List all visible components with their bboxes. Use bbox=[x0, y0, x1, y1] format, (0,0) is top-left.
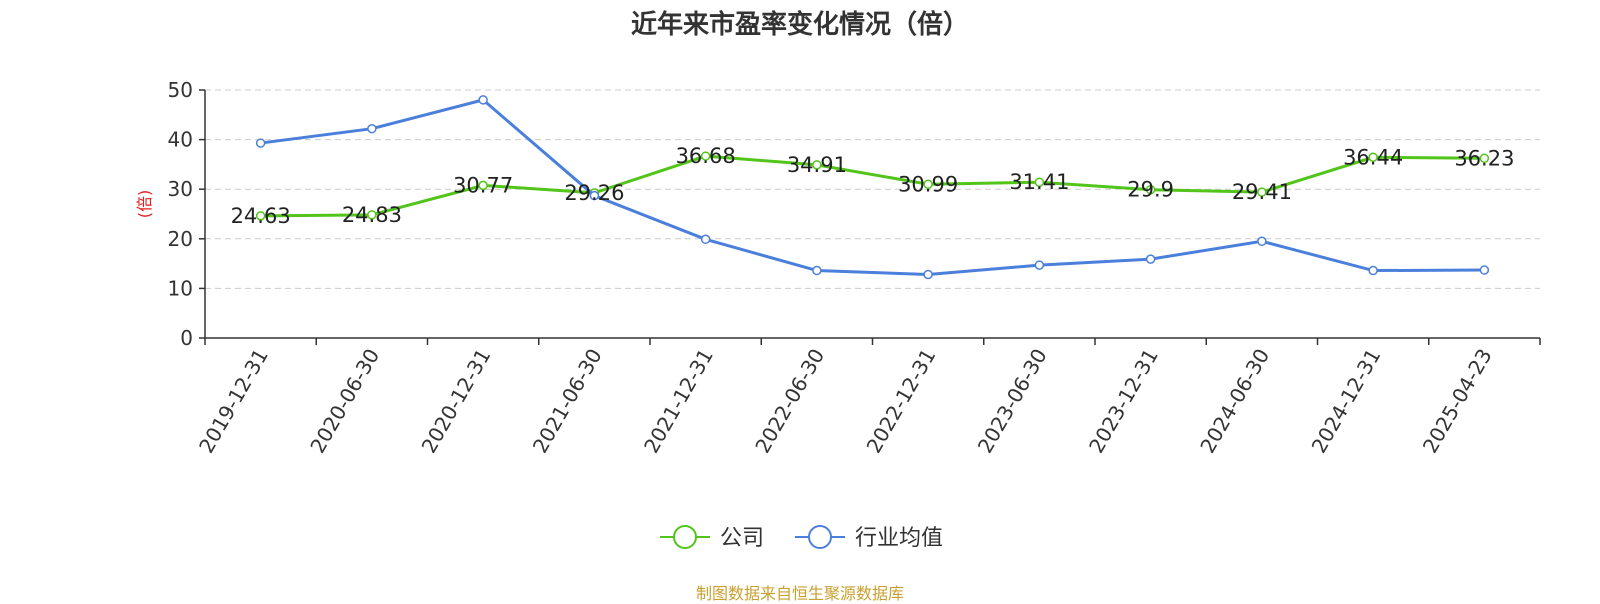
x-tick-label: 2023-12-31 bbox=[1084, 345, 1163, 458]
x-tick-label: 2020-06-30 bbox=[305, 345, 384, 458]
series-lines bbox=[255, 95, 1490, 280]
axes: 0 10 20 30 40 50 (倍) 2019-12-31 2020-06-30 2020-1… bbox=[135, 78, 1541, 458]
data-point bbox=[1368, 265, 1378, 276]
data-label: 29.41 bbox=[1232, 180, 1292, 204]
data-point bbox=[478, 95, 488, 105]
x-tick-label: 2022-12-31 bbox=[862, 345, 941, 458]
series-line-1 bbox=[260, 98, 1485, 277]
data-point bbox=[812, 265, 822, 276]
x-tick-label: 2024-12-31 bbox=[1307, 345, 1386, 458]
data-point bbox=[1479, 153, 1490, 164]
data-point bbox=[1034, 177, 1045, 187]
data-point bbox=[367, 210, 377, 220]
data-label: 34.91 bbox=[787, 153, 847, 177]
data-point bbox=[812, 160, 822, 170]
x-tick-label: 2020-12-31 bbox=[417, 345, 496, 458]
x-tick-label: 2022-06-30 bbox=[750, 345, 829, 458]
data-point bbox=[1145, 184, 1156, 195]
data-point bbox=[367, 123, 377, 134]
data-point bbox=[923, 179, 933, 190]
data-point bbox=[1257, 187, 1267, 197]
legend-label: 公司 bbox=[720, 526, 764, 551]
source-note: 制图数据来自恒生聚源数据库 bbox=[695, 584, 904, 603]
data-point bbox=[700, 234, 711, 245]
legend-label: 行业均值 bbox=[855, 526, 943, 551]
data-point bbox=[255, 211, 266, 221]
x-tick-label: 2021-06-30 bbox=[528, 345, 607, 458]
grid-lines bbox=[205, 89, 1540, 289]
data-label: 29.9 bbox=[1127, 178, 1174, 202]
data-labels: 24.63 24.83 30.77 29.26 36.68 34.91 30.99 31.41… bbox=[231, 144, 1515, 228]
data-point bbox=[1479, 265, 1490, 275]
x-tick-label: 2025-04-23 bbox=[1418, 345, 1497, 458]
data-point bbox=[478, 180, 488, 191]
y-axis-label: (倍) bbox=[135, 190, 154, 219]
data-point bbox=[1368, 152, 1378, 163]
data-point bbox=[255, 138, 266, 148]
data-point bbox=[1145, 254, 1156, 264]
data-label: 24.63 bbox=[231, 204, 291, 228]
data-label: 24.83 bbox=[342, 203, 402, 227]
data-label: 36.68 bbox=[676, 144, 736, 168]
x-tick-label: 2024-06-30 bbox=[1195, 345, 1274, 458]
chart-title: 近年来市盈率变化情况（倍） bbox=[630, 10, 969, 40]
y-tick-label: 20 bbox=[168, 227, 193, 251]
data-label: 29.26 bbox=[564, 181, 624, 205]
data-point bbox=[923, 269, 933, 280]
data-label: 31.41 bbox=[1009, 170, 1069, 194]
y-tick-label: 30 bbox=[168, 177, 193, 201]
data-label: 36.23 bbox=[1454, 146, 1514, 170]
data-label: 36.44 bbox=[1343, 145, 1403, 169]
legend: 公司 行业均值 bbox=[660, 525, 943, 551]
data-label: 30.99 bbox=[898, 172, 958, 196]
data-point bbox=[589, 190, 600, 201]
y-tick-label: 50 bbox=[168, 78, 193, 102]
y-tick-label: 10 bbox=[168, 276, 193, 300]
x-tick-label: 2021-12-31 bbox=[639, 345, 718, 458]
x-tick-label: 2023-06-30 bbox=[973, 345, 1052, 458]
data-label: 30.77 bbox=[453, 173, 513, 197]
y-tick-label: 0 bbox=[180, 326, 193, 350]
data-point bbox=[700, 151, 711, 161]
legend-marker bbox=[673, 525, 697, 549]
data-point bbox=[1034, 260, 1045, 270]
legend-marker bbox=[808, 525, 832, 549]
series-line-0 bbox=[260, 154, 1485, 218]
y-tick-label: 40 bbox=[168, 128, 193, 152]
x-tick-label: 2019-12-31 bbox=[194, 345, 273, 458]
data-point bbox=[1257, 236, 1267, 247]
